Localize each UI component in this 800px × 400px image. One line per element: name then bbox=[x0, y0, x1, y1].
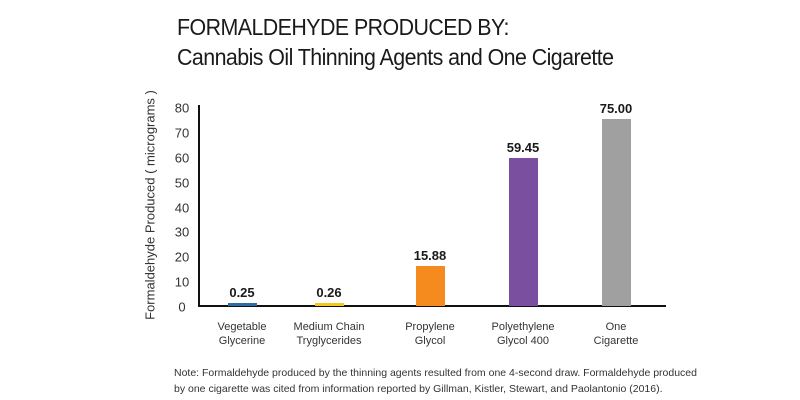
y-tick-label: 20 bbox=[174, 249, 190, 265]
y-tick-label: 60 bbox=[174, 150, 190, 166]
note-line-2: by one cigarette was cited from informat… bbox=[174, 383, 663, 395]
y-tick-label: 10 bbox=[174, 274, 190, 290]
bar-value-label: 0.25 bbox=[229, 285, 255, 300]
y-axis-line bbox=[198, 105, 200, 307]
x-axis-line bbox=[198, 305, 666, 307]
bar-value-label: 75.00 bbox=[599, 101, 633, 117]
chart-title: FORMALDEHYDE PRODUCED BY: bbox=[177, 14, 509, 40]
chart-note: Note: Formaldehyde produced by the thinn… bbox=[174, 365, 697, 397]
bar-value-label: 0.26 bbox=[316, 285, 342, 300]
bar bbox=[601, 119, 631, 306]
bar bbox=[227, 303, 257, 306]
y-tick-label: 0 bbox=[178, 299, 186, 315]
y-axis-label: Formaldehyde Produced ( micrograms ) bbox=[142, 90, 158, 320]
y-tick-label: 80 bbox=[174, 100, 190, 116]
bar-value-label: 15.88 bbox=[413, 248, 447, 264]
bar bbox=[314, 303, 344, 306]
y-tick-label: 40 bbox=[174, 200, 190, 215]
chart-subtitle: Cannabis Oil Thinning Agents and One Cig… bbox=[177, 44, 614, 70]
x-category-label: Vegetable Glycerine bbox=[217, 321, 267, 347]
x-category-label: Medium Chain Tryglycerides bbox=[293, 321, 365, 347]
y-tick-label: 50 bbox=[174, 175, 190, 191]
x-category-label: One Cigarette bbox=[593, 321, 639, 347]
bar-value-label: 59.45 bbox=[506, 140, 540, 156]
x-category-label: Polyethylene Glycol 400 bbox=[491, 321, 555, 347]
note-line-1: Note: Formaldehyde produced by the thinn… bbox=[174, 367, 697, 379]
bar bbox=[508, 158, 538, 306]
bar bbox=[415, 266, 445, 306]
y-tick-label: 70 bbox=[174, 125, 190, 141]
y-tick-label: 30 bbox=[174, 224, 190, 240]
x-category-label: Propylene Glycol bbox=[405, 321, 455, 347]
